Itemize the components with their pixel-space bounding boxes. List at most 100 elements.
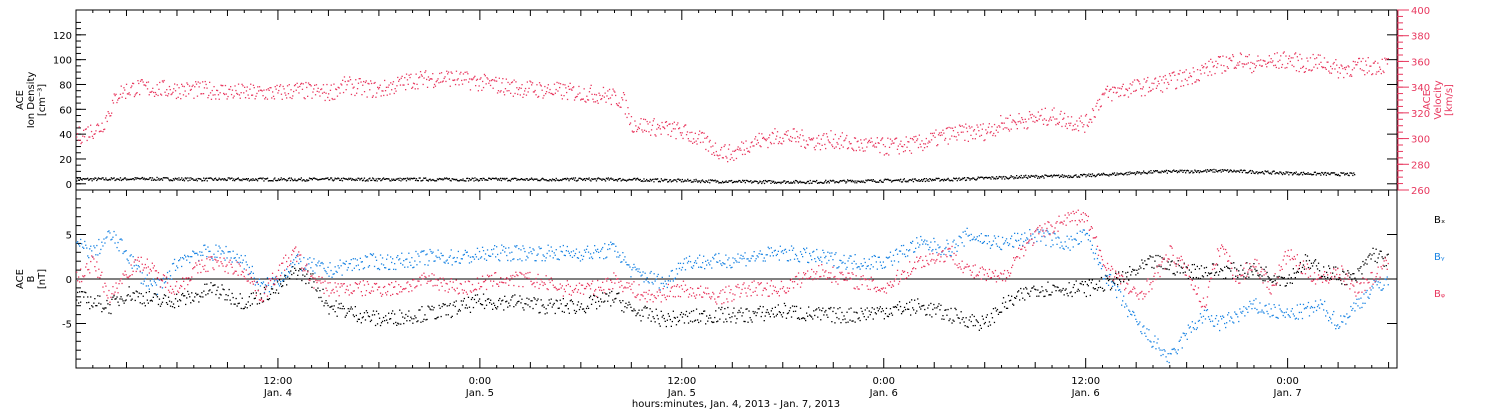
bx-point (1265, 266, 1267, 268)
velocity-point (102, 131, 104, 133)
density-point (706, 180, 708, 182)
bx-point (342, 305, 344, 307)
velocity-point (258, 86, 261, 88)
density-tick-label: 120 (53, 31, 72, 42)
bx-point (748, 310, 750, 312)
density-point (625, 180, 628, 182)
density-point (818, 182, 820, 184)
by-point (186, 259, 188, 261)
bx-point (988, 321, 991, 323)
velocity-point (1250, 61, 1252, 64)
by-point (308, 263, 310, 265)
bx-point (1208, 273, 1211, 275)
density-point (502, 178, 504, 180)
by-point (84, 240, 86, 243)
density-point (731, 182, 734, 184)
velocity-point (559, 86, 561, 89)
bx-point (258, 302, 261, 305)
bx-point (1167, 261, 1169, 263)
velocity-point (1158, 83, 1160, 85)
bx-point (929, 314, 931, 316)
density-point (1292, 173, 1295, 175)
density-point (957, 178, 959, 180)
bx-point (1338, 278, 1340, 281)
velocity-point (720, 146, 723, 149)
bx-point (368, 316, 371, 318)
bx-point (1110, 287, 1113, 289)
velocity-point (132, 82, 134, 84)
bx-point (1019, 299, 1021, 301)
density-point (164, 177, 166, 179)
density-point (93, 178, 95, 181)
density-tick-label: 100 (53, 56, 72, 67)
density-point (143, 177, 145, 179)
velocity-point (397, 76, 399, 79)
density-point (240, 179, 242, 181)
velocity-point (423, 77, 425, 79)
velocity-point (772, 132, 774, 135)
bx-point (596, 308, 598, 310)
by-point (267, 284, 270, 286)
density-point (805, 182, 807, 185)
velocity-point (846, 134, 848, 137)
density-point (567, 178, 569, 180)
density-point (289, 179, 292, 182)
bx-point (775, 315, 777, 317)
density-point (571, 177, 573, 179)
by-point (653, 273, 655, 275)
density-point (440, 178, 442, 181)
velocity-point (81, 141, 83, 143)
density-point (1354, 174, 1356, 176)
velocity-point (530, 81, 532, 83)
density-point (538, 179, 540, 181)
density-point (202, 180, 204, 182)
bx-point (513, 306, 515, 308)
density-point (699, 181, 702, 184)
density-point (102, 177, 104, 179)
by-point (722, 262, 724, 264)
bx-point (866, 307, 868, 309)
velocity-point (1379, 66, 1381, 68)
velocity-point (1058, 121, 1060, 123)
bx-point (527, 304, 529, 306)
velocity-point (1337, 77, 1340, 79)
velocity-point (471, 79, 473, 81)
density-point (1167, 170, 1169, 172)
density-point (905, 181, 907, 183)
bx-point (996, 308, 999, 311)
density-point (954, 178, 957, 180)
density-point (855, 180, 857, 182)
velocity-point (167, 93, 170, 95)
velocity-point (1281, 63, 1284, 66)
bx-point (1262, 280, 1264, 282)
bx-point (367, 315, 370, 317)
velocity-point (1104, 92, 1106, 94)
velocity-point (142, 81, 144, 83)
bx-point (830, 306, 832, 309)
by-point (406, 258, 408, 260)
bx-point (879, 306, 881, 308)
bx-point (326, 302, 328, 304)
by-point (235, 259, 237, 262)
bx-point (631, 310, 633, 312)
bx-point (648, 314, 650, 316)
bx-point (1115, 272, 1117, 274)
velocity-point (622, 92, 625, 94)
density-point (1309, 173, 1311, 175)
velocity-point (443, 77, 445, 80)
by-point (167, 278, 170, 280)
bx-point (598, 300, 600, 303)
by-point (627, 264, 629, 266)
bx-point (131, 298, 133, 300)
velocity-point (130, 86, 132, 89)
bx-point (1124, 278, 1126, 280)
velocity-point (1180, 85, 1182, 87)
velocity-point (1295, 52, 1297, 54)
velocity-point (348, 80, 350, 82)
density-point (934, 179, 936, 181)
density-point (908, 179, 910, 182)
velocity-point (592, 98, 594, 100)
velocity-point (290, 89, 292, 91)
by-point (470, 261, 473, 263)
velocity-point (185, 95, 187, 97)
